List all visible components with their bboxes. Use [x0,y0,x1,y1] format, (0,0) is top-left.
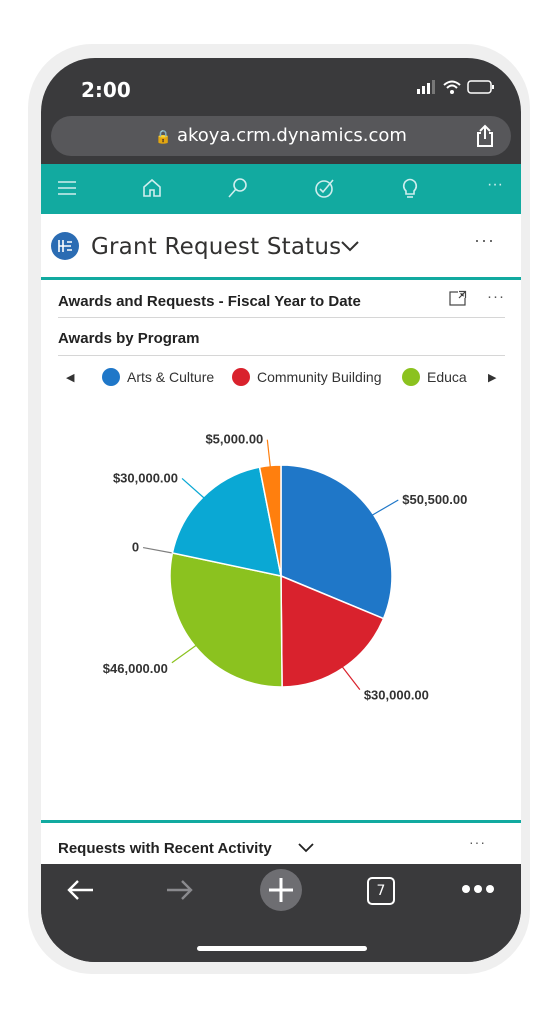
more-menu-icon[interactable] [461,884,495,894]
wifi-icon [443,80,461,94]
chart-title: Awards by Program [58,330,200,347]
card2-more-button[interactable]: ··· [469,834,486,850]
header-divider [41,277,521,280]
legend-swatch [402,368,420,386]
card2-divider [41,820,521,823]
more-icon[interactable]: ··· [487,176,503,193]
leader-line [142,546,175,554]
menu-icon[interactable] [57,177,77,199]
page-title: Grant Request Status [91,234,342,260]
tabs-count-icon[interactable]: 7 [367,877,395,905]
legend-item[interactable]: Community Building [232,368,382,386]
data-label: $30,000.00 [364,688,429,703]
expand-icon[interactable] [449,290,467,306]
back-arrow-icon[interactable] [65,878,95,902]
home-icon[interactable] [141,177,163,199]
entity-icon [51,232,79,260]
legend-swatch [102,368,120,386]
url-bar[interactable]: 🔒 akoya.crm.dynamics.com [51,116,511,156]
search-icon[interactable] [227,177,249,199]
card-more-button[interactable]: ··· [487,288,505,305]
share-icon[interactable] [475,124,495,148]
legend-next-icon[interactable]: ▶ [488,372,497,384]
legend-prev-icon[interactable]: ◀ [66,372,75,384]
leader-line [371,499,399,517]
chevron-down-icon[interactable] [339,238,361,254]
legend-label: Community Building [257,369,382,385]
status-icons [417,80,495,94]
data-label: $5,000.00 [205,432,263,447]
legend-item[interactable]: Arts & Culture [102,368,214,386]
new-tab-icon[interactable] [259,868,303,912]
data-label: $50,500.00 [402,492,467,507]
lightbulb-icon[interactable] [399,177,421,199]
chevron-down-icon[interactable] [297,841,315,855]
legend-items: Arts & Culture Community Building Educa [82,366,475,392]
data-label: $30,000.00 [113,470,178,485]
data-label: $46,000.00 [103,661,168,676]
status-time: 2:00 [81,78,131,102]
signal-icon [417,80,435,94]
chart-legend: ◀ Arts & Culture Community Building Educ… [58,366,505,392]
leader-line [341,666,361,690]
data-label: 0 [132,540,139,555]
legend-label: Arts & Culture [127,369,215,385]
browser-toolbar: 7 [41,864,521,962]
card2-title: Requests with Recent Activity [58,840,272,857]
legend-swatch [232,368,250,386]
app-navbar: ··· [41,164,521,214]
url-label: akoya.crm.dynamics.com [176,125,407,146]
divider [58,355,505,356]
pie-chart: $50,500.00 $30,000.00 $46,000.00 0 $30,000.0… [103,432,468,703]
leader-line [171,644,197,664]
card-title: Awards and Requests - Fiscal Year to Dat… [58,293,361,310]
tasks-icon[interactable] [313,177,335,199]
divider [58,317,505,318]
phone-screen: 2:00 🔒 akoya.crm.dynamics.com [41,58,521,962]
forward-arrow-icon[interactable] [165,878,195,902]
page-header: Grant Request Status ··· [41,214,521,278]
page-more-button[interactable]: ··· [474,230,495,250]
battery-icon [467,80,494,94]
leader-line [181,477,205,499]
legend-label: Educa [427,369,467,385]
url-text[interactable]: 🔒 akoya.crm.dynamics.com [51,125,511,146]
lock-icon: 🔒 [155,130,172,145]
home-indicator [197,946,367,951]
legend-item[interactable]: Educa [402,368,467,386]
main-content: Grant Request Status ··· Awards and Requ… [41,214,521,959]
leader-line [266,439,272,468]
